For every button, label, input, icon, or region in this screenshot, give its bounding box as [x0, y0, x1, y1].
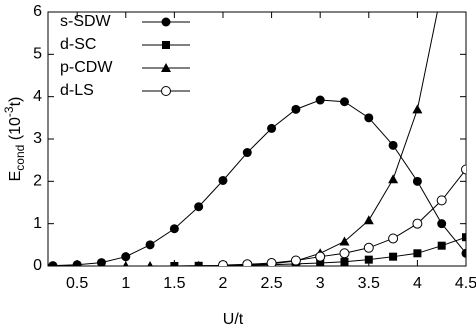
marker	[195, 260, 202, 266]
marker	[217, 260, 228, 266]
y-label-sup: -3	[2, 106, 16, 117]
marker	[122, 261, 129, 266]
marker	[388, 140, 398, 150]
marker	[388, 233, 399, 244]
legend-label: d-SC	[60, 36, 96, 53]
legend-marker	[162, 41, 170, 49]
x-tick-label: 1.5	[163, 275, 185, 292]
marker	[364, 255, 373, 264]
marker	[339, 248, 350, 259]
x-tick-label: 4.5	[455, 275, 476, 292]
y-tick-label: 0	[33, 257, 42, 274]
marker	[412, 218, 423, 229]
legend-label: d-LS	[60, 82, 94, 99]
marker	[316, 259, 325, 266]
y-tick-label: 3	[33, 130, 42, 147]
marker	[171, 261, 178, 266]
legend-label: p-CDW	[60, 59, 113, 76]
y-axis-label: Econd (10-3t)	[2, 97, 27, 182]
marker	[267, 123, 277, 133]
marker	[72, 260, 82, 266]
x-tick-label: 2	[219, 275, 228, 292]
marker	[339, 236, 350, 246]
series-line	[125, 12, 438, 266]
marker	[364, 113, 374, 123]
marker	[363, 242, 374, 253]
marker	[413, 249, 422, 258]
marker	[242, 259, 253, 266]
y-label-sub: cond	[13, 145, 27, 171]
marker	[48, 261, 58, 266]
plot-area	[48, 12, 466, 266]
legend-marker	[161, 63, 171, 72]
marker	[315, 95, 325, 105]
legend-marker	[161, 86, 171, 96]
marker	[218, 175, 228, 185]
marker	[169, 224, 179, 234]
plot-frame	[47, 11, 467, 267]
marker	[389, 252, 398, 261]
marker	[266, 258, 277, 266]
series-line	[52, 99, 466, 266]
marker	[412, 176, 422, 186]
x-tick-label: 3.5	[358, 275, 380, 292]
x-axis-label: U/t	[223, 311, 244, 328]
marker	[339, 97, 349, 107]
marker	[462, 233, 466, 242]
marker	[315, 251, 326, 262]
legend-marker	[161, 17, 171, 27]
marker	[461, 248, 466, 258]
y-tick-label: 1	[33, 215, 42, 232]
marker	[363, 215, 374, 225]
marker	[145, 240, 155, 250]
y-tick-label: 4	[33, 88, 42, 105]
marker	[437, 241, 446, 250]
legend-label: s-SDW	[60, 13, 112, 30]
marker	[461, 164, 466, 175]
marker	[242, 148, 252, 158]
x-tick-label: 4	[413, 275, 422, 292]
y-tick-label: 2	[33, 173, 42, 190]
marker	[291, 104, 301, 114]
marker	[121, 252, 131, 262]
y-tick-label: 6	[33, 3, 42, 20]
x-tick-label: 0.5	[66, 275, 88, 292]
y-label-pre: (10	[7, 117, 24, 145]
x-tick-label: 3	[316, 275, 325, 292]
y-tick-label: 5	[33, 46, 42, 63]
x-tick-label: 1	[121, 275, 130, 292]
marker	[340, 257, 349, 266]
marker	[96, 258, 106, 266]
y-label-main: E	[7, 171, 24, 182]
marker	[290, 255, 301, 266]
x-tick-label: 2.5	[260, 275, 282, 292]
marker	[412, 104, 423, 114]
y-label-post: t)	[7, 97, 24, 107]
marker	[147, 261, 153, 266]
marker	[437, 219, 447, 229]
marker	[194, 202, 204, 212]
marker	[436, 195, 447, 206]
marker	[388, 174, 399, 184]
